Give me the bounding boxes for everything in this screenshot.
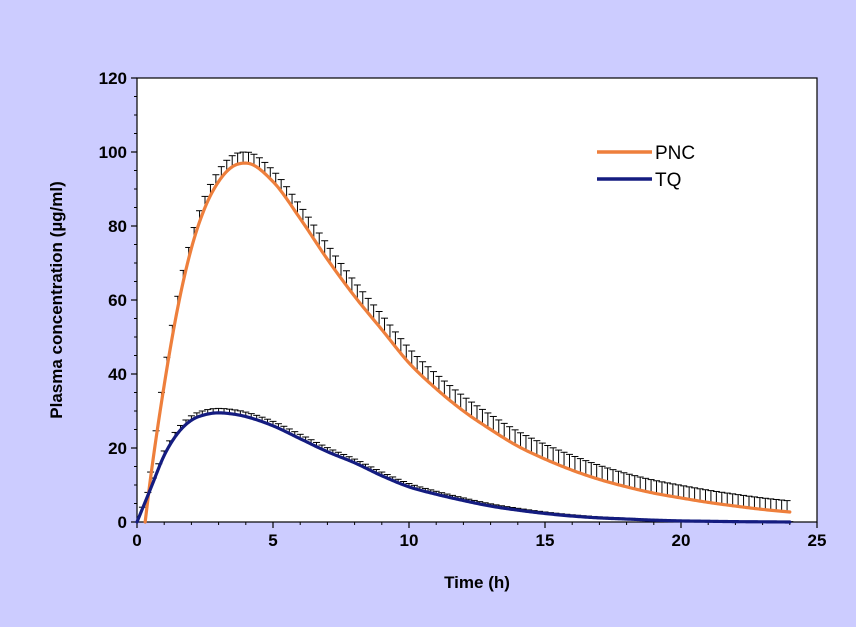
plot-area	[136, 77, 818, 523]
x-tick-label: 10	[400, 531, 419, 550]
series-lines	[135, 161, 792, 524]
x-tick-label: 15	[536, 531, 555, 550]
axis-ticks	[131, 77, 818, 528]
x-tick-label: 25	[808, 531, 827, 550]
y-tick-label: 100	[99, 143, 127, 162]
y-tick-label: 0	[118, 513, 127, 532]
y-tick-label: 40	[108, 365, 127, 384]
y-tick-label: 80	[108, 217, 127, 236]
x-tick-label: 0	[132, 531, 141, 550]
y-tick-labels: 0 20 40 60 80 100 120	[99, 69, 127, 532]
legend: PNC TQ	[597, 143, 695, 191]
x-axis-title: Time (h)	[444, 573, 510, 592]
legend-label-tq: TQ	[655, 170, 681, 191]
series-line-pnc	[143, 161, 792, 524]
y-tick-label: 120	[99, 69, 127, 88]
x-tick-labels: 0 5 10 15 20 25	[132, 531, 826, 550]
legend-label-pnc: PNC	[655, 143, 695, 164]
y-axis-title: Plasma concentration (µg/ml)	[47, 181, 66, 418]
y-tick-label: 20	[108, 439, 127, 458]
x-tick-label: 5	[268, 531, 277, 550]
y-tick-label: 60	[108, 291, 127, 310]
x-tick-label: 20	[672, 531, 691, 550]
series-line-tq	[135, 411, 792, 524]
